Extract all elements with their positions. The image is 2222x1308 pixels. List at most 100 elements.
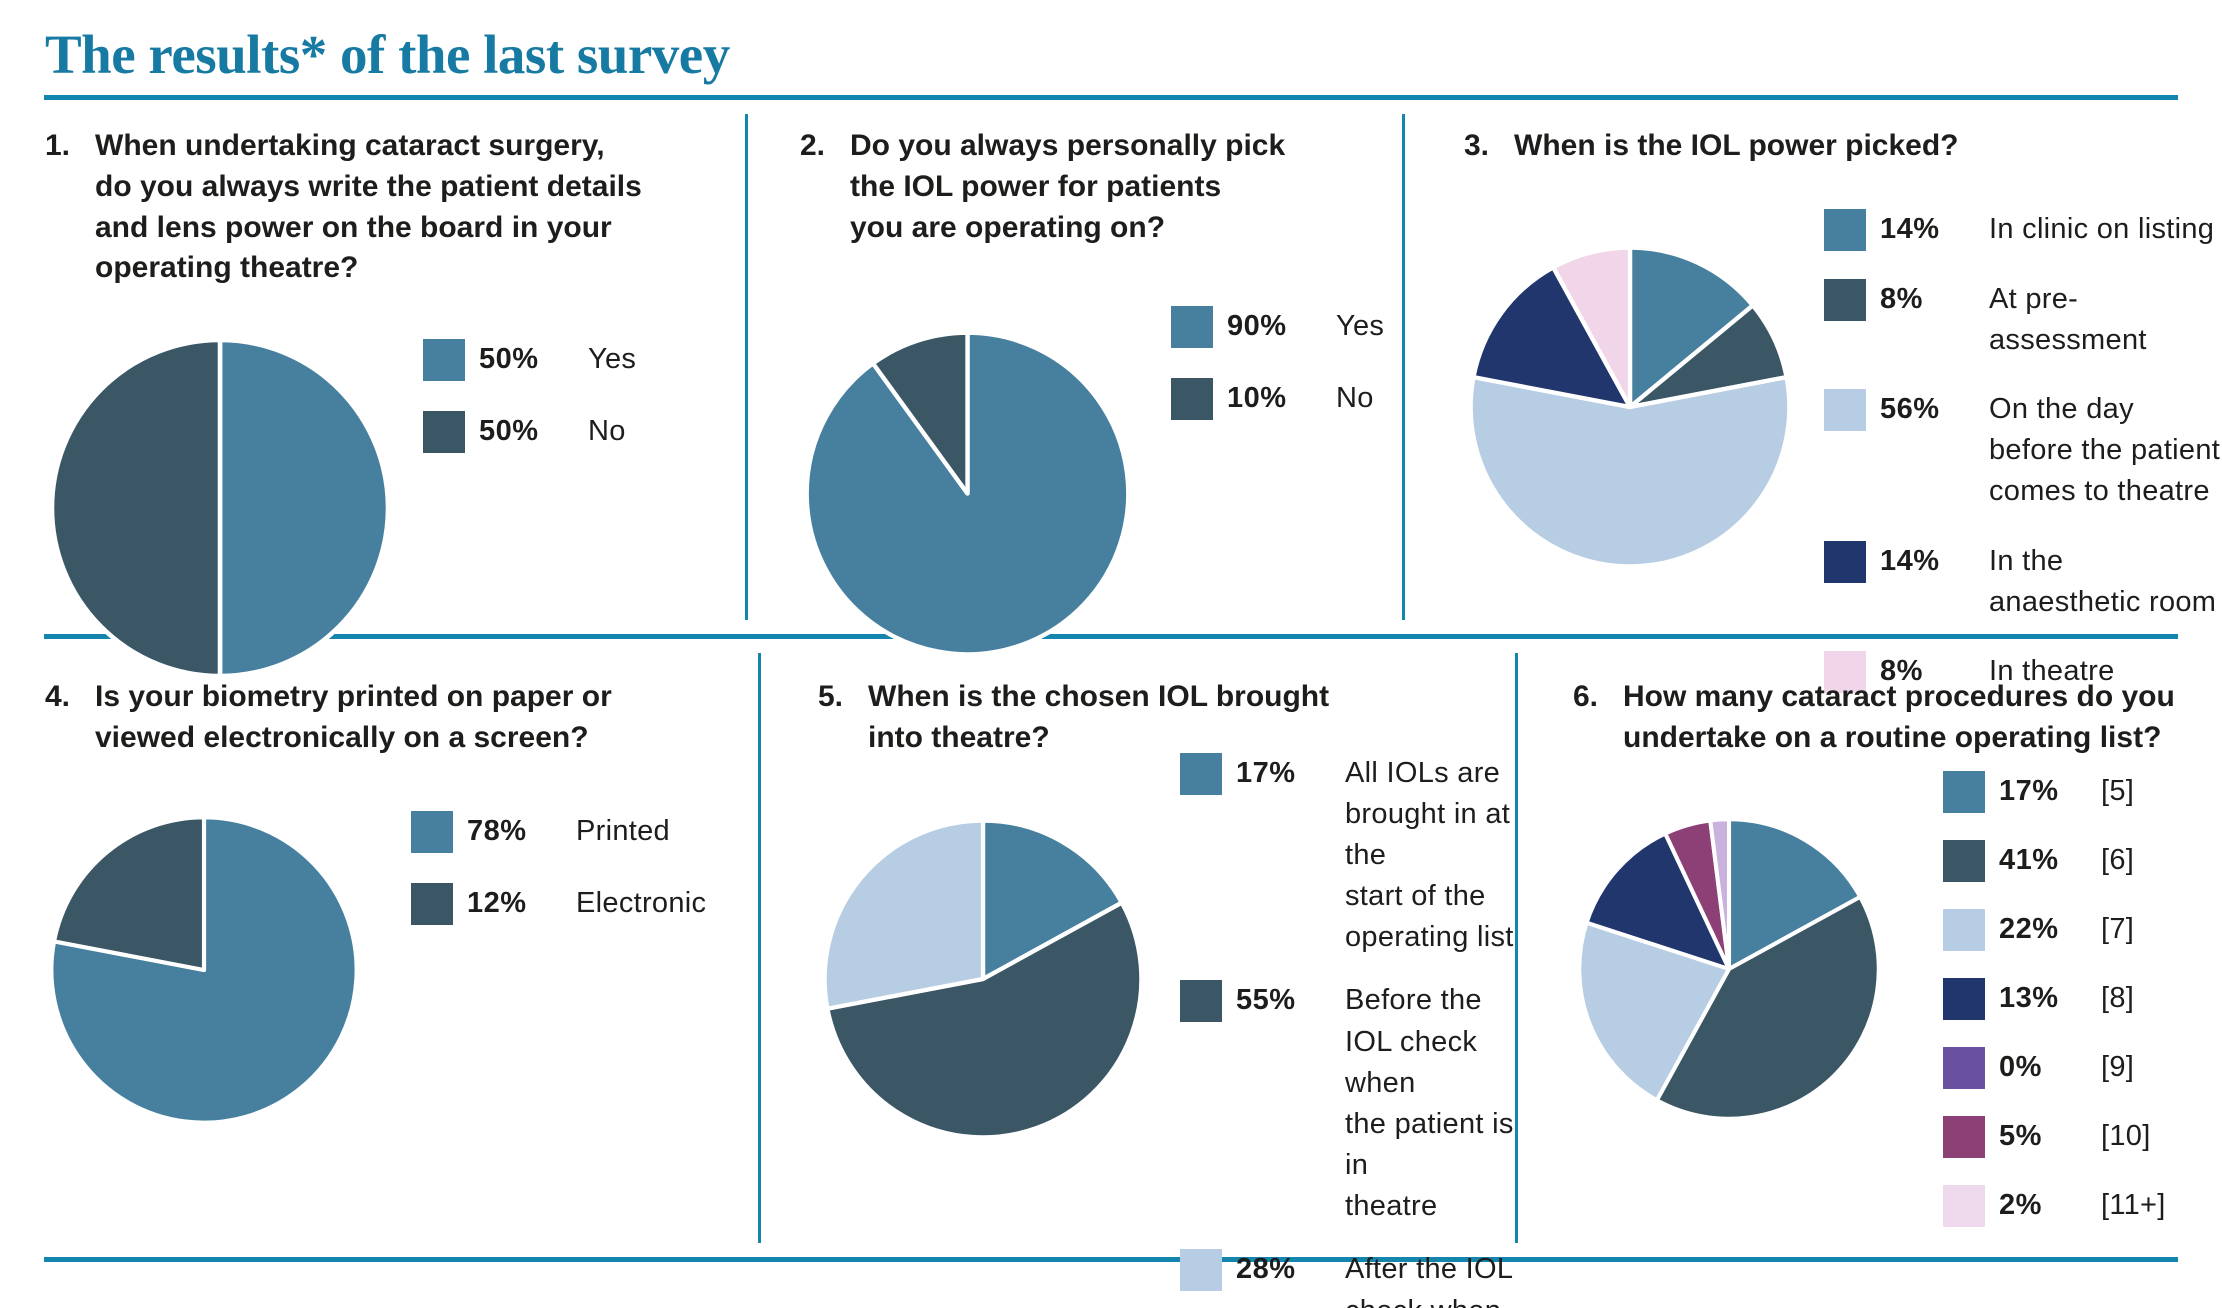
legend-percent: 28%	[1236, 1253, 1296, 1286]
pie-slice	[1708, 816, 1732, 971]
pie-slice	[1627, 245, 1755, 409]
question-text: Is your biometry printed on paper or vie…	[95, 680, 612, 754]
legend-row: 17% All IOLs are brought in at the start …	[1180, 752, 1515, 959]
legend-swatch	[1943, 977, 1985, 1020]
legend-row: 14% In the anaesthetic room	[1824, 540, 2222, 623]
legend-label: [5]	[2101, 774, 2135, 807]
question-number: 6.	[1573, 680, 1599, 713]
legend-row: 13% [8]	[1943, 977, 2166, 1020]
legend-swatch	[1171, 378, 1213, 421]
legend-label: Yes	[588, 343, 637, 376]
results-row-2: 4. Is your biometry printed on paper or …	[0, 639, 2222, 1308]
chart-area: 17% All IOLs are brought in at the start …	[818, 752, 1515, 1308]
legend-swatch	[423, 339, 465, 382]
pie-slice	[870, 330, 970, 497]
chart-area: 50% Yes 50% No	[45, 333, 745, 683]
legend-label: No	[1336, 382, 1374, 415]
legend-label: [6]	[2101, 843, 2135, 876]
divider-vertical	[1402, 114, 1405, 620]
question-text: When is the chosen IOL brought into thea…	[868, 680, 1330, 754]
legend-percent: 41%	[1999, 843, 2059, 876]
pie-slice	[1471, 264, 1633, 409]
chart-area: 78% Printed 12% Electronic	[45, 810, 758, 1129]
legend-percent: 8%	[1880, 282, 1923, 315]
legend-swatch	[1824, 651, 1866, 693]
legend-row: 90% Yes	[1171, 306, 1385, 349]
question-title: 6. How many cataract procedures do you u…	[1573, 677, 2222, 759]
legend-label: No	[588, 415, 626, 448]
question-title: 4. Is your biometry printed on paper or …	[45, 677, 758, 759]
legend-percent: 10%	[1227, 382, 1287, 415]
legend-swatch	[1180, 752, 1222, 795]
legend-percent: 14%	[1880, 544, 1940, 577]
legend-label: Electronic	[576, 886, 707, 919]
question-number: 5.	[818, 680, 844, 713]
legend-label: At pre-assessment	[1989, 282, 2147, 356]
legend-row: 10% No	[1171, 378, 1384, 421]
legend-swatch	[1943, 770, 1985, 813]
legend-swatch	[1943, 1184, 1985, 1227]
pie-slice	[822, 818, 986, 1011]
question-block-6: 6. How many cataract procedures do you u…	[1515, 639, 2222, 1308]
legend-percent: 8%	[1880, 655, 1923, 687]
legend-label: Yes	[1336, 310, 1385, 343]
legend-row: 55% Before the IOL check when the patient…	[1180, 980, 1515, 1227]
legend-label: After the IOL check when the patient is …	[1345, 1253, 1514, 1308]
question-title: 5. When is the chosen IOL brought into t…	[818, 677, 1515, 759]
legend-row: 2% [11+]	[1943, 1184, 2166, 1227]
legend-percent: 14%	[1880, 212, 1940, 245]
question-block-1: 1. When undertaking cataract surgery, do…	[0, 100, 745, 693]
pie-chart-6	[1577, 816, 1881, 1121]
pie-slice	[49, 337, 223, 679]
legend-row: 0% [9]	[1943, 1046, 2166, 1089]
legend-percent: 12%	[467, 886, 527, 919]
legend-row: 50% Yes	[423, 339, 637, 382]
legend-swatch	[1824, 540, 1866, 583]
question-block-4: 4. Is your biometry printed on paper or …	[0, 639, 758, 1308]
legend-swatch	[1824, 278, 1866, 321]
legend-swatch	[1943, 1046, 1985, 1089]
legend: 14% In clinic on listing 8% At pre-assessme…	[1824, 208, 2222, 693]
divider-middle	[44, 634, 2178, 639]
question-title: 3. When is the IOL power picked?	[1464, 126, 2222, 167]
divider-bottom	[44, 1257, 2178, 1262]
legend-swatch	[1171, 306, 1213, 349]
results-row-1: 1. When undertaking cataract surgery, do…	[0, 100, 2222, 693]
pie-slice	[1654, 894, 1881, 1121]
legend-label: On the day before the patient comes to t…	[1989, 393, 2221, 508]
legend-label: Before the IOL check when the patient is…	[1345, 984, 1514, 1223]
legend-swatch	[411, 810, 453, 853]
pie-slice	[980, 818, 1124, 981]
legend: 17% [5] 41% [6] 22% [7] 13% [8] 0% [9] 5% [10] 2% [11…	[1943, 770, 2166, 1227]
pie-slice	[49, 814, 359, 1125]
legend-label: [10]	[2101, 1119, 2151, 1152]
legend-swatch	[423, 411, 465, 454]
pie-slice	[1468, 374, 1792, 569]
question-number: 3.	[1464, 129, 1490, 162]
legend-percent: 56%	[1880, 393, 1940, 426]
legend-percent: 17%	[1236, 756, 1296, 789]
pie-chart-3	[1468, 245, 1792, 569]
legend-swatch	[1824, 208, 1866, 251]
question-title: 2. Do you always personally pick the IOL…	[800, 126, 1402, 248]
pie-chart-5	[822, 818, 1144, 1140]
legend-label: [7]	[2101, 912, 2135, 945]
legend-row: 50% No	[423, 411, 636, 454]
legend-percent: 55%	[1236, 984, 1296, 1017]
question-number: 4.	[45, 680, 71, 713]
legend-percent: 13%	[1999, 981, 2059, 1014]
legend: 17% All IOLs are brought in at the start …	[1180, 752, 1515, 1308]
legend-label: In clinic on listing	[1989, 212, 2215, 245]
legend-percent: 0%	[1999, 1050, 2042, 1083]
legend: 50% Yes 50% No	[423, 339, 637, 454]
question-block-2: 2. Do you always personally pick the IOL…	[745, 100, 1402, 693]
legend-label: [9]	[2101, 1050, 2135, 1083]
legend-percent: 22%	[1999, 912, 2059, 945]
legend-row: 56% On the day before the patient comes t…	[1824, 389, 2222, 513]
divider-vertical	[745, 114, 748, 620]
legend-swatch	[1180, 980, 1222, 1023]
pie-slice	[1577, 920, 1732, 1102]
pie-slice	[51, 814, 207, 972]
divider-top	[44, 95, 2178, 100]
legend-swatch	[411, 882, 453, 925]
